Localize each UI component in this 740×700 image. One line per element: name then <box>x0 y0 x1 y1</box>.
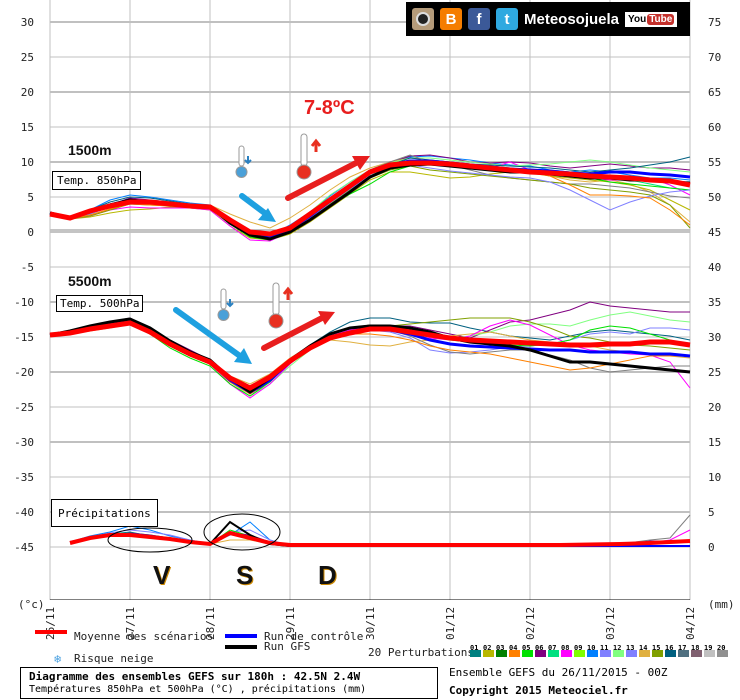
series-precip-perturbations <box>69 514 691 547</box>
legend-mean-label: Moyenne des scénarios <box>74 630 214 643</box>
right-unit: (mm) <box>708 598 735 611</box>
warming-arrow-500 <box>261 311 335 351</box>
brand-name[interactable]: Meteosojuela <box>524 10 620 28</box>
warming-label: 7-8ºC <box>304 97 355 119</box>
legend-gfs-swatch <box>225 645 257 649</box>
temp-500-label: Temp. 500hPa <box>56 295 144 312</box>
perturbation-numbers: 01 02 03 04 05 06 07 08 09 10 11 12 13 14 15 16 17 18 19 20 <box>470 644 726 652</box>
social-banner: B f t Meteosojuela You Tube <box>406 2 690 36</box>
run-info: Ensemble GEFS du 26/11/2015 - 00Z <box>449 666 668 679</box>
warming-arrow-850 <box>285 156 370 201</box>
precip-label: Précipitations <box>51 499 158 527</box>
footer-title: Diagramme des ensembles GEFS sur 180h : … <box>29 670 361 683</box>
legend-snow-label: Risque neige <box>74 652 154 665</box>
legend-mean-swatch <box>35 630 67 634</box>
saturday-precip-ellipse <box>203 513 281 551</box>
cooling-arrow-500 <box>173 307 252 364</box>
blogger-icon[interactable]: B <box>440 8 462 30</box>
instagram-icon[interactable] <box>412 8 434 30</box>
series-precip-mean <box>69 530 691 547</box>
youtube-icon[interactable]: You Tube <box>625 11 678 27</box>
altitude-1500m-label: 1500m <box>68 142 112 158</box>
legend-gfs-label: Run GFS <box>264 640 311 653</box>
friday-precip-ellipse <box>107 527 193 553</box>
thermometer-cold-icon <box>235 145 252 178</box>
snowflake-icon: ❄ <box>54 652 62 666</box>
series-500-gfs <box>49 317 691 394</box>
thermometer-warm-icon <box>268 282 294 329</box>
footer-title-box: Diagramme des ensembles GEFS sur 180h : … <box>20 667 438 699</box>
thermometer-warm-icon <box>296 133 322 180</box>
grid-vertical <box>49 0 691 600</box>
footer-subtitle: Températures 850hPa et 500hPa (°C) , pré… <box>29 684 367 695</box>
temp-850-label: Temp. 850hPa <box>52 171 142 190</box>
copyright: Copyright 2015 Meteociel.fr <box>449 684 628 697</box>
legend-control-label: Run de contrôle <box>264 630 364 643</box>
altitude-5500m-label: 5500m <box>68 273 112 289</box>
legend-perturbations-label: 20 Perturbations <box>368 646 474 659</box>
thermometer-cold-icon <box>217 288 234 321</box>
friday-label: V <box>153 560 171 590</box>
series-500-mean <box>49 320 691 391</box>
saturday-label: S <box>236 560 254 590</box>
sunday-label: D <box>318 560 337 590</box>
facebook-icon[interactable]: f <box>468 8 490 30</box>
cooling-arrow-850 <box>239 193 276 222</box>
left-unit: (°c) <box>18 598 45 611</box>
perturbation-swatches <box>470 650 730 657</box>
legend-control-swatch <box>225 634 257 638</box>
ensemble-chart <box>49 0 691 600</box>
twitter-icon[interactable]: t <box>496 8 518 30</box>
series-850-mean <box>49 160 691 237</box>
